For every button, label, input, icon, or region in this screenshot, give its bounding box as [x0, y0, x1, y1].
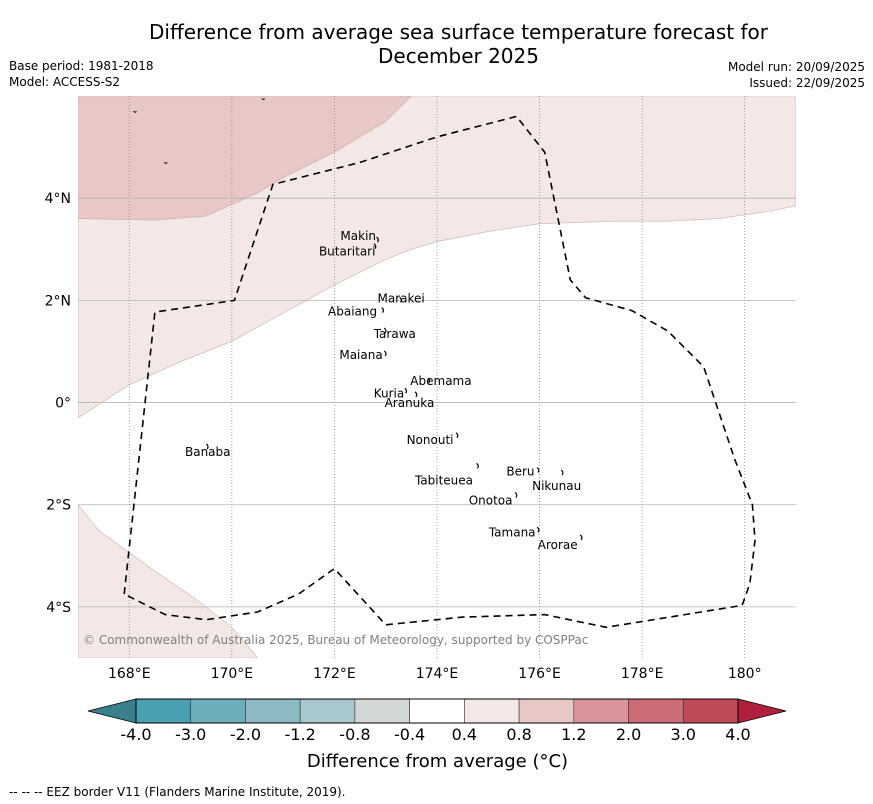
colorbar-tick-label: -2.0: [230, 725, 261, 744]
reef-mark: [133, 110, 137, 113]
anomaly-region-1: [78, 96, 796, 419]
island-label: Nonouti: [407, 433, 454, 447]
island-label: Tarawa: [373, 327, 416, 341]
island-label: Arorae: [538, 538, 578, 552]
island-outline: [579, 534, 583, 541]
reef-mark: [163, 161, 168, 165]
longitude-tick-label: 174°E: [416, 666, 459, 682]
island-label: Abemama: [410, 374, 471, 388]
island-outline: [427, 377, 431, 384]
colorbar-tick-label: 4.0: [725, 725, 750, 744]
island-label: Nikunau: [532, 479, 581, 493]
colorbar-tick-label: 2.0: [616, 725, 641, 744]
axis-labels: 168°E 170°E 172°E 174°E 176°E 178°E 180° 4°N 2°N…: [45, 191, 762, 682]
island-label: Marakei: [377, 291, 424, 305]
longitude-tick-label: 178°E: [621, 666, 664, 682]
title-line-2: December 2025: [378, 44, 539, 68]
island-label: Banaba: [185, 445, 231, 459]
colorbar-bin: [299, 698, 356, 724]
eez-border-line: [123, 115, 756, 629]
island-outline: [383, 350, 387, 357]
colorbar-bin: [135, 698, 192, 724]
anomaly-region-2: [78, 504, 258, 658]
colorbar: -4.0 -3.0 -2.0 -1.2 -0.8 -0.4 0.4 0.8 1.2 2.0 3.0 4…: [87, 698, 787, 744]
island-label: Kuria: [374, 386, 405, 400]
model-info: Base period: 1981-2018 Model: ACCESS-S2: [9, 58, 154, 90]
island-label: Aranuka: [385, 396, 435, 410]
colorbar-bin: [409, 698, 465, 724]
longitude-tick-label: 180°: [728, 666, 762, 682]
longitude-tick-label: 168°E: [108, 666, 151, 682]
island-label: Tamana: [488, 525, 536, 539]
island-label: Butaritari: [319, 245, 376, 259]
latitude-tick-label: 0°: [55, 396, 71, 412]
colorbar-tick-label: 3.0: [671, 725, 696, 744]
reef-mark: [261, 98, 265, 101]
island-outline: [536, 526, 540, 533]
colorbar-label: Difference from average (°C): [306, 751, 569, 772]
island-label: Tabiteuea: [414, 473, 473, 487]
island-outline: [381, 307, 385, 313]
graticule: [78, 96, 796, 658]
island-label: Maiana: [339, 348, 382, 362]
island-outline: [383, 327, 387, 334]
island-outline: [476, 462, 479, 469]
colorbar-bin: [354, 698, 410, 724]
colorbar-bin: [464, 698, 520, 724]
colorbar-bin: [682, 698, 739, 724]
colorbar-bin: [628, 698, 684, 724]
eez-footnote: -- -- -- EEZ border V11 (Flanders Marine…: [9, 785, 346, 799]
latitude-tick-label: 2°N: [45, 293, 71, 309]
colorbar-tick-label: 1.2: [561, 725, 586, 744]
island-outline: [560, 469, 564, 476]
eez-border: [123, 115, 756, 629]
island-label: Makin: [340, 229, 376, 243]
island-outline: [414, 391, 418, 398]
island-outline: [455, 432, 459, 439]
colorbar-tick-label: 0.4: [452, 725, 477, 744]
colorbar-bin: [245, 698, 301, 724]
island-label: Abaiang: [328, 305, 377, 319]
model-name: Model: ACCESS-S2: [9, 75, 121, 89]
colorbar-tick-label: -1.2: [285, 725, 316, 744]
base-period: Base period: 1981-2018: [9, 59, 154, 73]
colorbar-bin: [518, 698, 575, 724]
latitude-tick-label: 4°N: [45, 191, 71, 207]
island-outline: [514, 492, 518, 498]
colorbar-bin: [190, 698, 246, 724]
island-outline: [536, 466, 540, 473]
run-info: Model run: 20/09/2025 Issued: 22/09/2025: [728, 59, 865, 91]
colorbar-under-arrow: [87, 698, 137, 724]
island-label: Beru: [506, 464, 534, 478]
copyright-text: © Commonwealth of Australia 2025, Bureau…: [83, 633, 588, 647]
colorbar-bin: [573, 698, 629, 724]
colorbar-tick-label: -3.0: [175, 725, 206, 744]
island-outline: [404, 387, 408, 394]
latitude-tick-label: 4°S: [46, 600, 71, 616]
title-line-1: Difference from average sea surface temp…: [148, 20, 768, 44]
island-label: Onotoa: [469, 494, 513, 508]
map-title: Difference from average sea surface temp…: [0, 20, 873, 68]
island-outline: [373, 243, 377, 250]
longitude-tick-label: 172°E: [313, 666, 356, 682]
colorbar-frame: [135, 698, 739, 724]
colorbar-tick-label: -0.4: [394, 725, 425, 744]
island-outline: [399, 296, 402, 303]
island-outline: [376, 236, 379, 243]
island-outline: [205, 443, 209, 450]
colorbar-tick-label: 0.8: [506, 725, 531, 744]
colorbar-tick-label: -4.0: [120, 725, 151, 744]
colorbar-tick-label: -0.8: [339, 725, 370, 744]
latitude-tick-label: 2°S: [46, 498, 71, 514]
longitude-tick-label: 170°E: [211, 666, 254, 682]
colorbar-over-arrow: [737, 698, 787, 724]
longitude-tick-label: 176°E: [518, 666, 561, 682]
issued-date: Issued: 22/09/2025: [749, 76, 865, 90]
anomaly-shading: [78, 96, 796, 658]
model-run-date: Model run: 20/09/2025: [727, 60, 865, 74]
